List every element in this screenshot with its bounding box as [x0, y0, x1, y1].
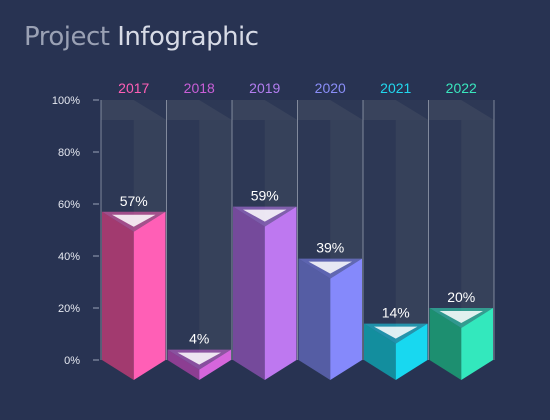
bar-cap-highlight	[374, 326, 418, 339]
y-tick-label: 100%	[52, 95, 80, 107]
track-shade	[395, 120, 429, 360]
track-shade	[199, 120, 232, 360]
bar	[429, 308, 462, 380]
bar	[298, 258, 331, 380]
bar	[330, 258, 362, 380]
bar-cap-highlight	[439, 311, 483, 323]
y-tick-label: 0%	[64, 355, 80, 367]
bar	[133, 211, 166, 380]
bar	[264, 206, 297, 380]
value-label: 20%	[447, 289, 475, 305]
bars	[102, 206, 493, 380]
x-category-label: 2021	[380, 80, 411, 96]
value-label: 59%	[251, 188, 279, 204]
bar	[167, 349, 200, 380]
value-label: 14%	[382, 305, 410, 321]
track-top-shade	[166, 100, 232, 120]
x-category-label: 2017	[118, 80, 149, 96]
bar-cap-highlight	[177, 352, 221, 365]
bar	[199, 349, 231, 380]
value-label: 57%	[120, 193, 148, 209]
bar-cap-highlight	[243, 209, 287, 222]
x-category-label: 2018	[184, 80, 215, 96]
bar	[233, 206, 265, 380]
track-top-shade	[232, 100, 298, 120]
bar-cap-highlight	[308, 261, 352, 274]
value-label: 4%	[189, 331, 209, 347]
bar	[364, 323, 396, 380]
chart-title: Project Infographic	[24, 22, 259, 52]
x-category-label: 2020	[315, 80, 346, 96]
x-category-label: 2019	[249, 80, 280, 96]
track-top-shade	[363, 100, 429, 120]
x-category-label: 2022	[446, 80, 477, 96]
y-tick-label: 40%	[58, 251, 80, 263]
bar	[102, 211, 134, 380]
track-top-shade	[297, 100, 363, 120]
labels: 57% 2017 4% 2018 59% 2019 39% 2020 14% 2021 20% 202…	[118, 80, 477, 347]
bar	[461, 308, 493, 380]
track-top-shade	[101, 100, 167, 120]
chart-title-part-1: Project	[24, 22, 110, 52]
bar	[395, 323, 428, 380]
y-tick-label: 60%	[58, 199, 80, 211]
y-tick-label: 20%	[58, 303, 80, 315]
y-tick-label: 80%	[58, 147, 80, 159]
chart-title-part-2: Infographic	[117, 22, 259, 52]
value-label: 39%	[316, 240, 344, 256]
bar-cap-highlight	[112, 214, 156, 227]
track-top-shade	[428, 100, 494, 120]
y-axis: 0% 20% 40% 60% 80% 100%	[52, 95, 99, 367]
bar-caps	[102, 206, 493, 370]
